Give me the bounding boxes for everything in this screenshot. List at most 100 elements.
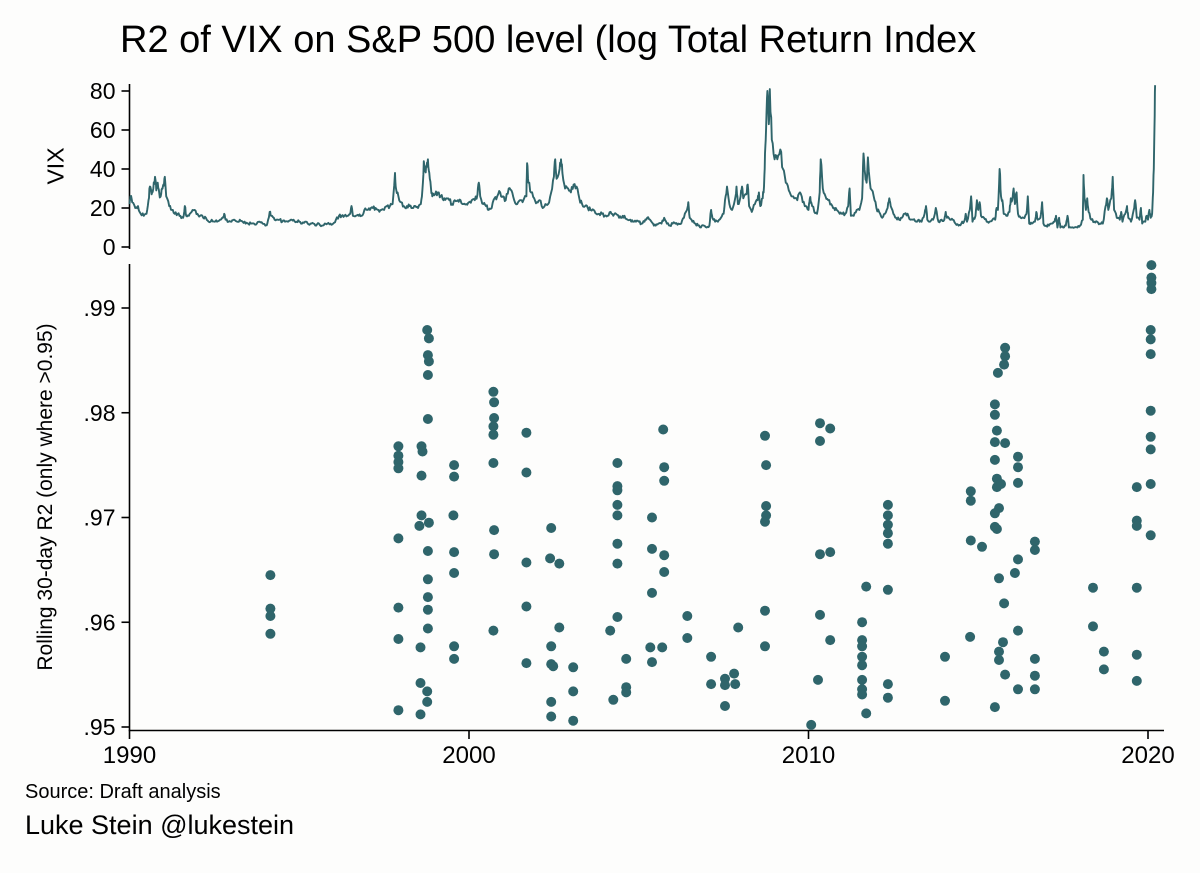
scatter-dot [1145,479,1156,489]
scatter-dot [449,568,460,578]
scatter-dot [1013,625,1023,636]
scatter-dot [422,325,433,335]
scatter-dot [1088,582,1098,593]
scatter-dot [488,421,499,432]
scatter-dot [422,686,433,697]
scatter-dot [989,399,1000,410]
scatter-dot [977,541,987,552]
scatter-dot [882,519,893,530]
scatter-dot [416,510,427,521]
scatter-dot [423,517,434,528]
scatter-dot [815,609,825,620]
scatter-dot [488,458,499,468]
vix-y-tick-label: 40 [90,156,116,182]
scatter-dot [422,574,433,585]
scatter-dot [612,510,623,521]
scatter-dot [1098,664,1109,675]
scatter-dot [965,631,976,642]
scatter-dot [416,470,427,481]
scatter-dot [521,427,532,438]
scatter-dot [998,637,1008,648]
scatter-dot [659,567,670,577]
scatter-dot [882,692,893,703]
scatter-dot [621,653,632,664]
scatter-dot [682,611,693,621]
scatter-dot [658,424,669,435]
scatter-dot [647,587,657,598]
scatter-dot [1098,646,1109,657]
scatter-dot [815,549,825,560]
scatter-dot [857,641,868,652]
scatter-dot [989,702,1000,713]
scatter-dot [857,674,868,685]
scatter-dot [882,679,893,690]
scatter-dot [659,462,670,473]
scatter-dot [1000,342,1011,353]
scatter-dot [545,553,556,564]
scatter-dot [422,370,433,380]
scatter-dot [548,661,559,672]
scatter-dot [940,695,950,706]
scatter-dot [605,625,616,636]
scatter-dot [1029,684,1040,695]
scatter-dot [521,557,532,568]
scatter-dot [449,653,460,664]
scatter-dot [612,612,623,622]
scatter-dot [992,367,1003,378]
scatter-dot [940,651,950,662]
scatter-dot [612,558,623,569]
author-credit: Luke Stein @lukestein [25,810,295,840]
scatter-dot [612,458,623,468]
scatter-dot [568,662,579,673]
scatter-dot [415,709,426,720]
r2-y-tick-label: .99 [84,295,116,321]
scatter-dot [422,414,433,424]
scatter-dot [546,711,557,722]
scatter-dot [760,605,770,616]
scatter-dot [521,467,532,478]
scatter-dot [1145,530,1156,541]
scatter-dot [1131,520,1142,531]
vix-y-tick-label: 80 [90,78,116,104]
year-x-tick-label: 2010 [782,742,835,769]
scatter-dot [1088,621,1098,632]
vix-y-tick-label: 0 [103,234,116,260]
scatter-dot [825,423,836,434]
scatter-dot [449,460,460,471]
scatter-dot [991,425,1002,436]
scatter-dot [488,625,499,636]
year-x-tick-label: 2000 [442,742,495,769]
scatter-dot [265,611,276,621]
scatter-dot [1145,405,1156,416]
vix-y-tick-label: 60 [90,117,116,143]
scatter-dot [659,550,670,561]
scatter-dot [1013,451,1023,462]
scatter-dot [761,501,772,511]
scatter-dot [546,696,557,707]
scatter-dot [760,430,770,441]
scatter-dot [488,386,499,397]
scatter-dot [999,598,1010,609]
scatter-dot [265,628,276,639]
scatter-dot [393,602,404,613]
scatter-dot [857,660,868,671]
scatter-dot [449,471,460,482]
scatter-dot [612,485,623,496]
scatter-dot [415,642,426,653]
scatter-dot [1029,653,1040,664]
scatter-dot [554,558,565,569]
scatter-dot [989,409,1000,420]
scatter-dot [989,454,1000,465]
scatter-dot [994,655,1004,665]
scatter-dot [965,495,976,506]
scatter-dot [730,679,741,690]
scatter-dot [999,359,1010,370]
vix-line [128,85,1157,229]
scatter-dot [857,651,868,662]
scatter-dot [1145,334,1156,345]
scatter-dot [393,634,404,644]
scatter-dot [546,641,557,652]
scatter-dot [1145,431,1156,442]
